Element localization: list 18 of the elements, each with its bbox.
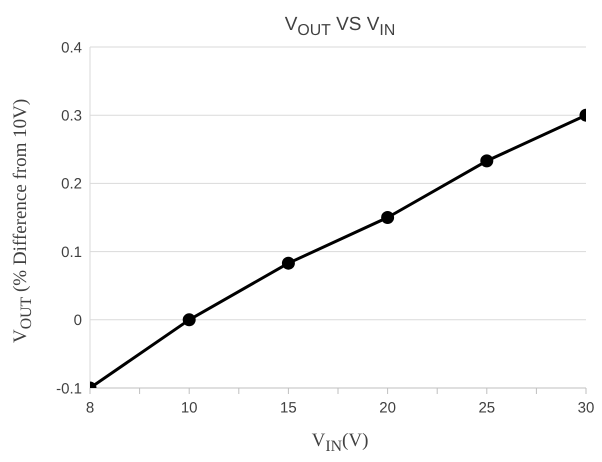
- x-tick-label: 25: [478, 400, 496, 417]
- x-tick-label: 15: [280, 400, 297, 417]
- x-tick-label: 8: [86, 400, 94, 417]
- x-tick-label: 10: [180, 400, 198, 417]
- y-tick-label: 0.4: [61, 39, 82, 56]
- point: [282, 256, 295, 270]
- point: [182, 313, 196, 326]
- y-tick-label: 0.1: [61, 244, 82, 261]
- point: [480, 154, 494, 168]
- y-tick-label: 0.2: [61, 176, 82, 193]
- y-tick-label: -0.1: [56, 380, 82, 398]
- x-tick-label: 30: [578, 400, 594, 417]
- x-tick-label: 20: [379, 400, 396, 417]
- x-axis-title: V$_{IN}$(V): [310, 430, 370, 456]
- chart-title: V$_{OUT}$ VS V$_{IN}$: [284, 14, 396, 40]
- point: [381, 211, 394, 224]
- y-tick-label: 0: [74, 312, 82, 330]
- y-tick-label: 0.3: [61, 108, 82, 125]
